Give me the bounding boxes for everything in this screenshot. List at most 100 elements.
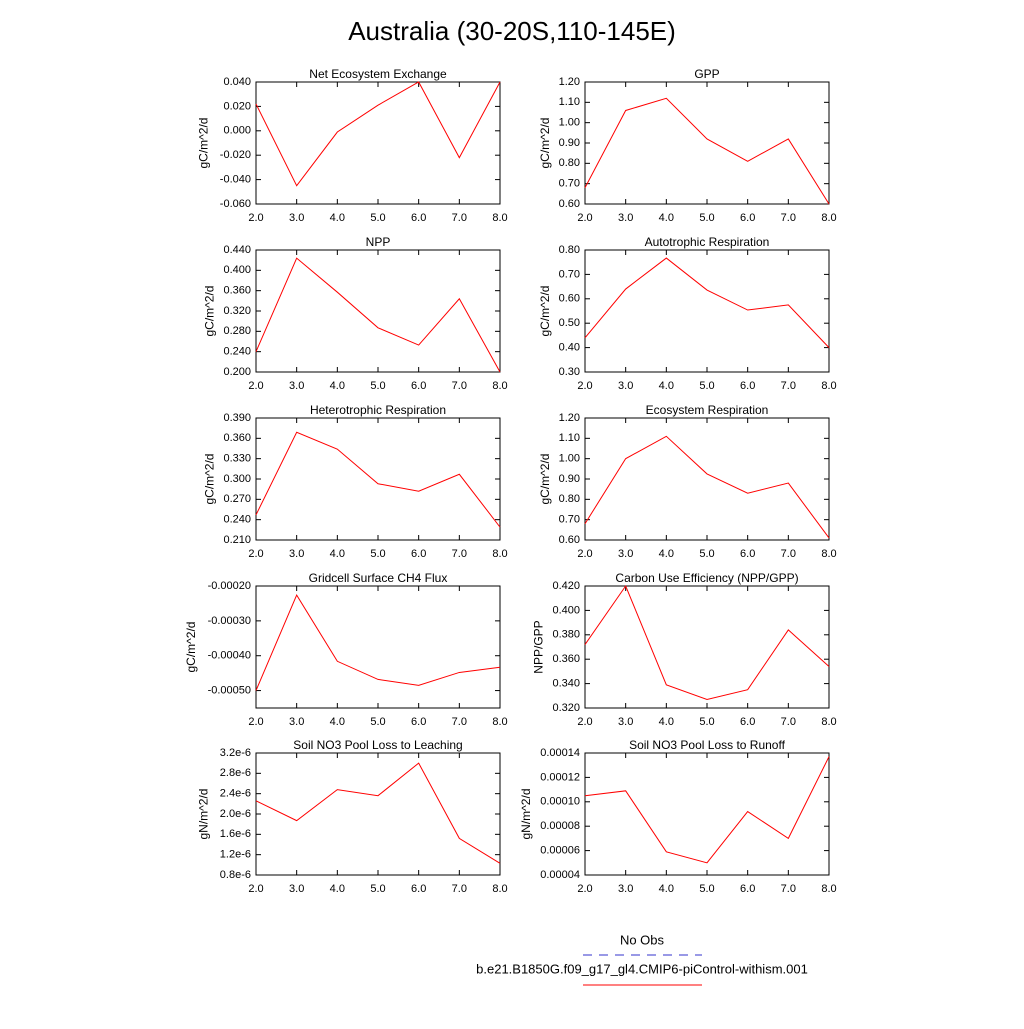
y-tick-label: 0.00014 [540,747,580,759]
y-tick-label: 0.60 [559,534,580,546]
y-tick-label: 0.380 [552,629,580,641]
x-tick-label: 5.0 [370,716,385,728]
x-tick-label: 8.0 [492,380,507,392]
x-tick-label: 6.0 [740,380,755,392]
y-tick-label: 0.8e-6 [220,869,251,881]
x-tick-label: 8.0 [821,883,836,895]
y-tick-label: 0.80 [559,244,580,256]
y-tick-label: 1.20 [559,76,580,88]
y-tick-label: 0.400 [552,604,580,616]
y-tick-label: 0.300 [223,473,251,485]
y-tick-label: 0.00012 [540,771,580,783]
x-tick-label: 4.0 [659,380,674,392]
y-tick-label: -0.00030 [208,615,251,627]
x-tick-label: 4.0 [659,883,674,895]
y-tick-label: 1.00 [559,117,580,129]
y-tick-label: 0.390 [223,412,251,424]
data-line [584,97,830,205]
y-tick-label: 2.4e-6 [220,788,251,800]
y-tick-label: 0.60 [559,198,580,210]
y-tick-label: 0.440 [223,244,251,256]
y-tick-label: 0.360 [552,653,580,665]
y-tick-label: 0.000 [223,125,251,137]
panel-title: Net Ecosystem Exchange [309,67,447,81]
y-tick-label: 0.040 [223,76,251,88]
y-tick-label: -0.00050 [208,684,251,696]
x-tick-label: 7.0 [452,883,467,895]
y-tick-label: 0.420 [552,580,580,592]
legend-label: No Obs [620,932,665,947]
y-tick-label: 0.200 [223,366,251,378]
y-tick-label: 0.320 [223,305,251,317]
y-tick-label: 0.400 [223,264,251,276]
x-tick-label: 2.0 [577,380,592,392]
y-axis-label: NPP/GPP [532,620,546,673]
y-tick-label: 0.70 [559,178,580,190]
x-tick-label: 8.0 [492,716,507,728]
y-axis-label: gN/m^2/d [196,789,210,840]
x-tick-label: 2.0 [577,716,592,728]
y-tick-label: 0.80 [559,157,580,169]
x-tick-label: 4.0 [330,716,345,728]
x-tick-label: 6.0 [411,380,426,392]
data-line [255,81,501,187]
y-tick-label: 1.2e-6 [220,849,251,861]
x-tick-label: 8.0 [821,212,836,224]
y-tick-label: 0.360 [223,285,251,297]
data-line [584,435,830,539]
y-axis-label: gC/m^2/d [184,622,198,673]
x-tick-label: 5.0 [699,716,714,728]
x-tick-label: 6.0 [411,212,426,224]
x-tick-label: 3.0 [289,212,304,224]
x-tick-label: 3.0 [618,380,633,392]
y-tick-label: 0.40 [559,342,580,354]
y-tick-label: 0.70 [559,268,580,280]
panel-title: Soil NO3 Pool Loss to Leaching [293,738,462,752]
x-tick-label: 2.0 [577,212,592,224]
panel-title: Autotrophic Respiration [645,235,770,249]
x-tick-label: 3.0 [289,380,304,392]
x-tick-label: 4.0 [330,883,345,895]
y-tick-label: -0.00040 [208,650,251,662]
y-tick-label: 1.00 [559,453,580,465]
y-tick-label: 0.270 [223,493,251,505]
x-tick-label: 3.0 [289,716,304,728]
x-tick-label: 7.0 [781,212,796,224]
y-tick-label: 0.330 [223,453,251,465]
panel-title: GPP [694,67,719,81]
x-tick-label: 5.0 [370,212,385,224]
data-line [584,584,830,700]
y-tick-label: 0.360 [223,432,251,444]
data-line [584,257,830,348]
x-tick-label: 6.0 [740,212,755,224]
legend-label: b.e21.B1850G.f09_g17_gl4.CMIP6-piControl… [476,961,808,976]
x-tick-label: 7.0 [452,380,467,392]
x-tick-label: 4.0 [659,212,674,224]
x-tick-label: 7.0 [781,548,796,560]
y-tick-label: 0.210 [223,534,251,546]
x-tick-label: 8.0 [492,883,507,895]
x-tick-label: 4.0 [330,548,345,560]
x-tick-label: 5.0 [699,548,714,560]
y-tick-label: 2.8e-6 [220,767,251,779]
y-tick-label: 0.280 [223,325,251,337]
x-tick-label: 8.0 [492,548,507,560]
data-line [255,431,501,528]
x-tick-label: 5.0 [699,380,714,392]
y-tick-label: 0.00008 [540,820,580,832]
x-tick-label: 7.0 [781,883,796,895]
x-tick-label: 2.0 [248,716,263,728]
x-tick-label: 4.0 [659,548,674,560]
x-tick-label: 3.0 [618,212,633,224]
x-tick-label: 2.0 [248,212,263,224]
x-tick-label: 6.0 [740,716,755,728]
x-tick-label: 2.0 [248,380,263,392]
x-tick-label: 3.0 [289,883,304,895]
panel-title: Soil NO3 Pool Loss to Runoff [629,738,786,752]
panel-title: Heterotrophic Respiration [310,403,446,417]
x-tick-label: 8.0 [492,212,507,224]
x-tick-label: 7.0 [452,548,467,560]
y-tick-label: 0.240 [223,346,251,358]
y-axis-label: gC/m^2/d [538,286,552,337]
